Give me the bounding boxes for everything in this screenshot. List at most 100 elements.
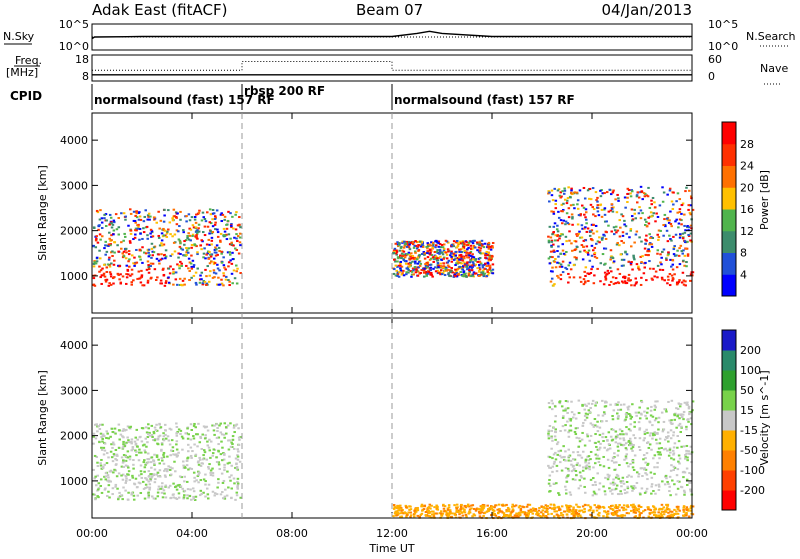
velocity-cell <box>682 505 686 508</box>
velocity-cell <box>654 484 658 487</box>
power-cell <box>469 250 473 253</box>
velocity-cell <box>468 508 472 511</box>
power-cell <box>487 241 491 244</box>
velocity-cell <box>114 485 117 488</box>
power-cell <box>614 282 617 285</box>
nsky-label: N.Sky <box>3 30 35 43</box>
power-cell <box>193 218 197 221</box>
power-cell <box>196 237 199 240</box>
power-cell <box>196 253 199 256</box>
velocity-cell <box>615 510 619 513</box>
power-cell <box>127 253 131 256</box>
velocity-cell <box>581 505 585 508</box>
power-cell <box>130 283 134 286</box>
power-cell <box>604 275 607 278</box>
velocity-cell <box>422 508 426 511</box>
power-cell <box>454 268 457 271</box>
velocity-cell <box>634 515 638 518</box>
power-cell <box>107 284 111 287</box>
power-cell <box>139 276 143 279</box>
power-cell <box>183 240 186 243</box>
velocity-cell <box>551 457 554 460</box>
power-colorbar-tick: 28 <box>740 138 754 151</box>
velocity-cell <box>554 458 558 461</box>
velocity-cell <box>675 426 678 429</box>
velocity-cell <box>201 458 205 461</box>
power-cell <box>595 199 598 202</box>
power-cell <box>605 220 608 223</box>
power-cell <box>411 260 414 263</box>
velocity-cell <box>561 516 565 519</box>
velocity-cell <box>641 475 644 478</box>
power-cell <box>650 199 653 202</box>
power-cell <box>407 251 411 254</box>
velocity-cell <box>168 443 172 446</box>
power-cell <box>578 230 581 233</box>
power-cell <box>211 225 215 228</box>
power-cell <box>112 219 116 222</box>
velocity-cell <box>480 508 483 511</box>
power-cell <box>215 283 219 286</box>
power-cell <box>611 210 615 213</box>
power-cell <box>178 245 182 248</box>
velocity-cell <box>209 440 213 443</box>
velocity-cell <box>211 467 214 470</box>
velocity-cell <box>532 509 535 512</box>
power-cell <box>592 213 595 216</box>
velocity-cell <box>169 466 172 469</box>
power-cell <box>491 241 495 244</box>
velocity-cell <box>606 473 610 476</box>
velocity-cell <box>502 515 505 518</box>
power-cell <box>670 265 673 268</box>
power-cell <box>618 219 621 222</box>
power-cell <box>679 244 683 247</box>
power-cell <box>449 254 452 257</box>
velocity-cell <box>678 457 682 460</box>
power-cell <box>561 271 565 274</box>
velocity-cell <box>449 511 452 514</box>
velocity-cell <box>548 456 552 459</box>
velocity-cell <box>577 437 581 440</box>
power-cell <box>426 243 430 246</box>
velocity-cell <box>627 428 631 431</box>
velocity-cell <box>219 431 223 434</box>
velocity-cell <box>224 488 227 491</box>
velocity-cell <box>428 511 431 514</box>
power-cell <box>136 227 139 230</box>
power-cell <box>439 273 442 276</box>
power-cell <box>132 219 136 222</box>
power-cell <box>621 234 625 237</box>
velocity-cell <box>175 434 179 437</box>
power-cell <box>214 221 217 224</box>
power-cell <box>632 254 635 257</box>
velocity-cell <box>676 512 680 515</box>
freq-tick-top-right: 60 <box>708 53 722 66</box>
power-cell <box>153 218 156 221</box>
power-cell <box>680 250 684 253</box>
power-cell <box>656 249 660 252</box>
velocity-cell <box>633 505 637 508</box>
velocity-cell <box>399 507 402 510</box>
power-cell <box>485 265 488 268</box>
power-cell <box>210 260 213 263</box>
power-cell <box>233 277 237 280</box>
power-cell <box>134 214 137 217</box>
power-cell <box>609 258 612 261</box>
velocity-cell <box>611 438 615 441</box>
power-cell <box>99 209 102 212</box>
velocity-cell <box>631 459 634 462</box>
power-cell <box>599 195 603 198</box>
power-cell <box>146 237 149 240</box>
power-cell <box>489 248 493 251</box>
velocity-cell <box>140 440 144 443</box>
power-cell <box>175 229 179 232</box>
velocity-cell <box>607 443 611 446</box>
velocity-cell <box>164 485 167 488</box>
velocity-cell <box>551 402 554 405</box>
velocity-cell <box>109 435 112 438</box>
power-cell <box>418 254 421 257</box>
velocity-cell <box>237 427 240 430</box>
power-cell <box>183 277 186 280</box>
velocity-cell <box>140 427 144 430</box>
power-cell <box>621 231 625 234</box>
